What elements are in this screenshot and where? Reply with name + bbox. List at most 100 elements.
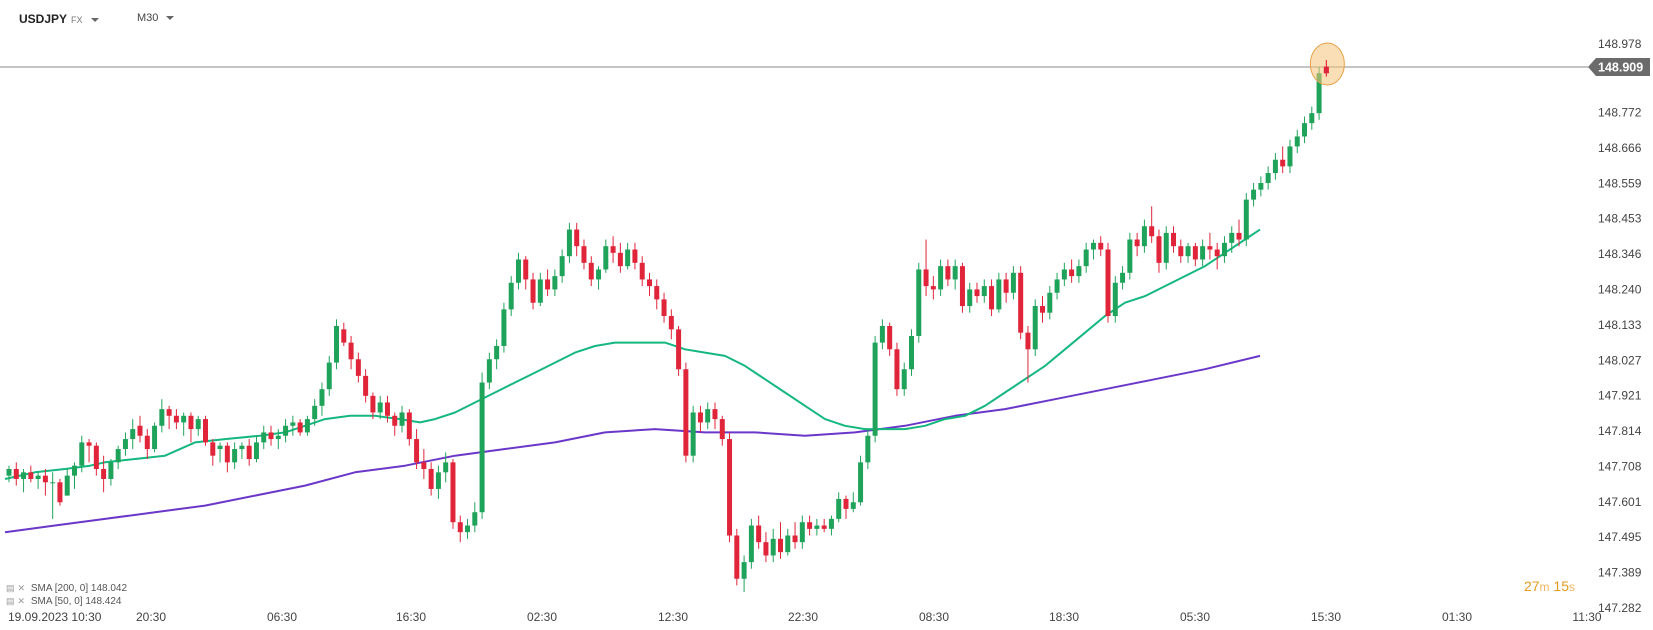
candle-body: [1018, 272, 1024, 333]
candle-body: [515, 259, 521, 283]
candle-body: [1054, 279, 1060, 293]
candle-body: [268, 432, 274, 440]
candle-body: [508, 282, 514, 310]
candle-body: [297, 422, 303, 433]
candle-body: [246, 445, 252, 460]
candle-body: [930, 286, 936, 290]
candle-body: [974, 289, 980, 297]
candle-body: [617, 252, 623, 267]
candle-body: [1302, 123, 1308, 137]
candle-body: [1149, 226, 1155, 237]
candle-body: [1069, 269, 1075, 277]
x-tick-label: 08:30: [919, 610, 949, 624]
candle-body: [1251, 189, 1257, 200]
x-tick-label: 05:30: [1180, 610, 1210, 624]
candle-body: [588, 262, 594, 280]
candle-body: [28, 472, 34, 479]
candle-body: [632, 249, 638, 263]
candle-body: [676, 329, 682, 370]
candle-body: [952, 266, 958, 280]
candle-body: [341, 329, 347, 343]
candle-body: [1105, 249, 1111, 317]
legend-sma-50[interactable]: ▤ ✕ SMA [50, 0] 148.424: [6, 596, 122, 607]
candle-body: [1258, 183, 1264, 190]
candle-body: [406, 412, 412, 440]
candle-body: [792, 535, 798, 543]
candle-body: [1098, 242, 1104, 250]
candle-body: [494, 345, 500, 360]
x-tick-label: 12:30: [658, 610, 688, 624]
y-tick-label: 147.921: [1598, 389, 1642, 403]
candle-body: [559, 256, 565, 277]
candle-body: [1192, 246, 1198, 260]
candle-body: [967, 289, 973, 307]
candle-body: [144, 435, 150, 450]
candle-body: [472, 512, 478, 526]
candle-body: [275, 435, 281, 440]
candle-body: [1265, 173, 1271, 184]
candle-body: [625, 249, 631, 267]
candle-body: [734, 535, 740, 579]
close-icon[interactable]: ✕: [17, 583, 26, 593]
candle-body: [712, 409, 718, 420]
candle-body: [435, 472, 441, 489]
candle-body: [646, 279, 652, 287]
candle-countdown: 27m 15s: [1524, 578, 1575, 594]
candle-body: [639, 262, 645, 280]
candle-body: [188, 415, 194, 430]
symbol-selector[interactable]: USDJPY FX: [19, 12, 99, 26]
candle-body: [545, 279, 551, 290]
candle-body: [1010, 272, 1016, 293]
candle-body: [283, 425, 289, 436]
candle-body: [1061, 269, 1067, 280]
close-icon[interactable]: ✕: [17, 596, 26, 606]
candle-body: [1323, 66, 1329, 74]
candle-body: [1214, 249, 1220, 257]
candle-body: [1076, 266, 1082, 277]
candle-body: [916, 269, 922, 336]
candle-body: [384, 402, 390, 416]
candle-body: [443, 462, 449, 473]
candle-body: [865, 435, 871, 463]
candle-body: [1294, 136, 1300, 147]
candle-body: [1316, 73, 1322, 114]
candle-body: [6, 468, 12, 476]
timeframe-selector[interactable]: M30: [137, 12, 175, 24]
x-tick-label: 22:30: [788, 610, 818, 624]
candle-body: [828, 518, 834, 529]
candle-body: [1200, 246, 1206, 260]
sma-50-line: [4, 228, 1261, 480]
y-tick-label: 147.601: [1598, 495, 1642, 509]
y-tick-label: 148.772: [1598, 106, 1642, 120]
sma-200-line: [4, 354, 1261, 534]
candle-body: [777, 538, 783, 553]
candle-body: [1229, 232, 1235, 243]
settings-icon[interactable]: ▤: [6, 583, 15, 593]
x-tick-label: 19.09.2023 10:30: [8, 610, 102, 624]
candle-body: [858, 462, 864, 503]
legend-label: SMA: [30, 596, 52, 607]
candle-body: [981, 286, 987, 297]
candle-body: [159, 409, 165, 426]
current-price-tag: [1588, 57, 1650, 76]
legend-sma-200[interactable]: ▤ ✕ SMA [200, 0] 148.042: [6, 583, 127, 594]
candle-body: [552, 276, 558, 290]
candle-body: [239, 445, 245, 450]
candle-body: [173, 415, 179, 423]
candle-body: [101, 468, 107, 479]
candle-body: [57, 482, 63, 503]
candle-body: [1127, 239, 1133, 273]
candle-body: [363, 375, 369, 396]
candle-body: [93, 445, 99, 469]
candle-body: [1032, 306, 1038, 350]
x-tick-label: 16:30: [396, 610, 426, 624]
y-tick-label: 148.666: [1598, 141, 1642, 155]
candle-body: [210, 442, 216, 456]
legend-label: SMA: [30, 583, 52, 594]
candle-body: [457, 522, 463, 533]
candle-body: [1047, 292, 1053, 313]
settings-icon[interactable]: ▤: [6, 596, 15, 606]
legend-params: [50, 0]: [54, 596, 83, 607]
candle-body: [21, 472, 27, 479]
